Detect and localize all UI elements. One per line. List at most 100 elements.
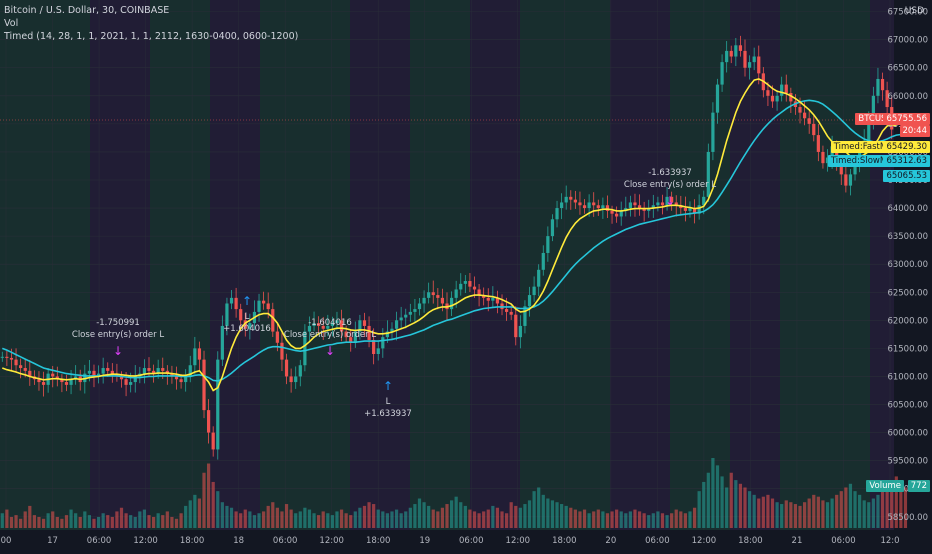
candle-body [642,208,646,211]
candle-body [60,379,64,383]
candle-body [376,348,380,354]
price-tick-label: 59000.00 [887,485,928,495]
volume-bar [41,518,46,528]
volume-bar [660,513,665,528]
long-arrow-icon: ↑ [383,379,393,393]
candle-body [802,112,807,119]
btcusd-price-tag: 65755.56 [883,113,930,125]
candle-body [74,376,78,380]
volume-bar [110,516,114,528]
chart-legend: Bitcoin / U.S. Dollar, 30, COINBASE Vol … [4,4,298,43]
volume-bar [220,502,224,528]
candle-body [9,357,14,360]
candle-body [271,309,275,332]
candle-body [885,90,889,108]
candle-body [147,368,151,371]
candle-body [193,348,197,366]
volume-bar [303,507,307,528]
volume-bar [362,505,367,528]
candle-body [87,370,92,374]
candle-body [165,370,169,374]
volume-bar [170,516,174,528]
close-arrow-icon: ↓ [665,194,675,208]
candle-body [372,339,376,354]
volume-bar [431,509,435,528]
candle-body [482,295,486,298]
volume-bar [711,458,715,528]
trade-pnl-label: +1.633937 [364,409,412,419]
candle-body [119,376,124,380]
volume-bar [633,509,637,528]
candle-body [848,174,853,186]
candle-body [541,252,545,270]
candle-body [780,84,784,96]
session-band [670,0,730,530]
volume-bar [573,509,577,528]
candle-body [628,202,632,209]
volume-bar [147,515,151,528]
candle-body [298,365,302,377]
candle-body [184,376,188,383]
volume-bar [83,511,87,528]
volume-bar [844,487,848,528]
volume-bar [853,491,857,528]
volume-bar [32,515,36,528]
candle-body [537,269,541,287]
candle-body [129,382,133,385]
volume-bar [537,487,541,528]
time-tick-label: 12:0 [880,536,899,546]
volume-bar [142,509,147,528]
volume-bar [757,498,761,528]
session-band [350,0,410,530]
candle-body [381,337,385,349]
volume-bar [106,515,110,528]
price-tick-label: 66500.00 [887,64,928,74]
time-tick-label: 18 [233,536,244,546]
price-tick-label: 63000.00 [887,260,928,270]
candle-body [518,325,522,338]
candle-body [202,359,206,411]
candle-body [839,163,843,175]
volume-bar [697,491,701,528]
candle-body [495,297,500,304]
time-tick-label: 06:00 [645,536,670,546]
volume-bar [596,509,600,528]
candle-body [656,202,660,206]
candle-body [344,331,348,338]
candle-body [514,314,518,338]
price-tick-label: 62000.00 [887,316,928,326]
volume-bar [229,507,234,528]
volume-bar [816,496,820,528]
candle-body [243,320,247,329]
time-tick-label: 18:00 [366,536,391,546]
volume-bar [798,505,802,528]
volume-bar [871,498,875,528]
volume-bar [550,500,555,528]
candle-body [449,297,454,310]
price-tick-label: 64000.00 [887,204,928,214]
candle-body [702,196,706,206]
candle-body [257,300,261,312]
time-tick-label: 18:00 [552,536,577,546]
candle-body [339,320,344,332]
volume-bar [647,515,651,528]
candle-body [752,56,756,63]
volume-bar [665,515,669,528]
volume-bar [417,498,422,528]
volume-bar [275,507,279,528]
candle-body [188,365,192,377]
candle-body [436,295,440,298]
strategy-title: Timed (14, 28, 1, 1, 2021, 1, 1, 2112, 1… [4,31,299,42]
price-tick-label: 58500.00 [887,513,928,523]
volume-bar [564,505,568,528]
candle-body [362,320,367,326]
volume-bar [69,509,73,528]
candle-body [41,382,46,385]
candle-body [555,208,559,220]
price-tick-label: 61500.00 [887,344,928,354]
candle-body [651,205,655,209]
candle-body [19,365,23,369]
volume-bar [37,516,41,528]
